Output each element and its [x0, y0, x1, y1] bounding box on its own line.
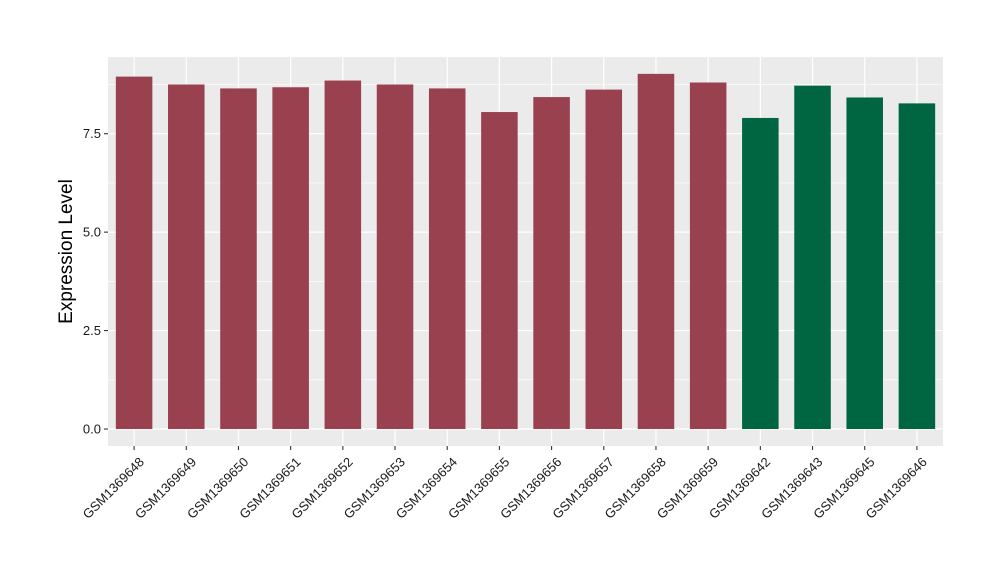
bar-GSM1369654 — [428, 88, 466, 430]
bar-GSM1369653 — [376, 84, 414, 429]
x-axis: GSM1369648GSM1369649GSM1369650GSM1369651… — [80, 446, 930, 522]
bar-GSM1369648 — [115, 76, 153, 429]
y-tick-label: 5.0 — [83, 225, 101, 240]
bar-GSM1369655 — [481, 112, 518, 429]
y-tick-label: 7.5 — [83, 126, 101, 141]
y-axis: 0.0 2.5 5.0 7.5 — [83, 126, 108, 437]
bar-GSM1369651 — [272, 87, 309, 429]
bar-GSM1369650 — [220, 88, 257, 430]
y-axis-title: Expression Level — [56, 179, 77, 324]
bar-GSM1369649 — [168, 84, 205, 429]
y-tick-label: 0.0 — [83, 422, 101, 437]
bar-GSM1369652 — [324, 80, 362, 430]
y-tick-label: 2.5 — [83, 323, 101, 338]
bar-GSM1369658 — [637, 73, 675, 429]
bar-GSM1369659 — [689, 82, 727, 430]
bars — [115, 73, 936, 430]
bar-GSM1369645 — [846, 97, 883, 429]
bar-GSM1369657 — [585, 89, 623, 429]
bar-GSM1369656 — [533, 97, 570, 430]
bar-GSM1369642 — [742, 117, 779, 429]
bar-GSM1369646 — [898, 103, 936, 429]
bar-GSM1369643 — [794, 85, 831, 429]
